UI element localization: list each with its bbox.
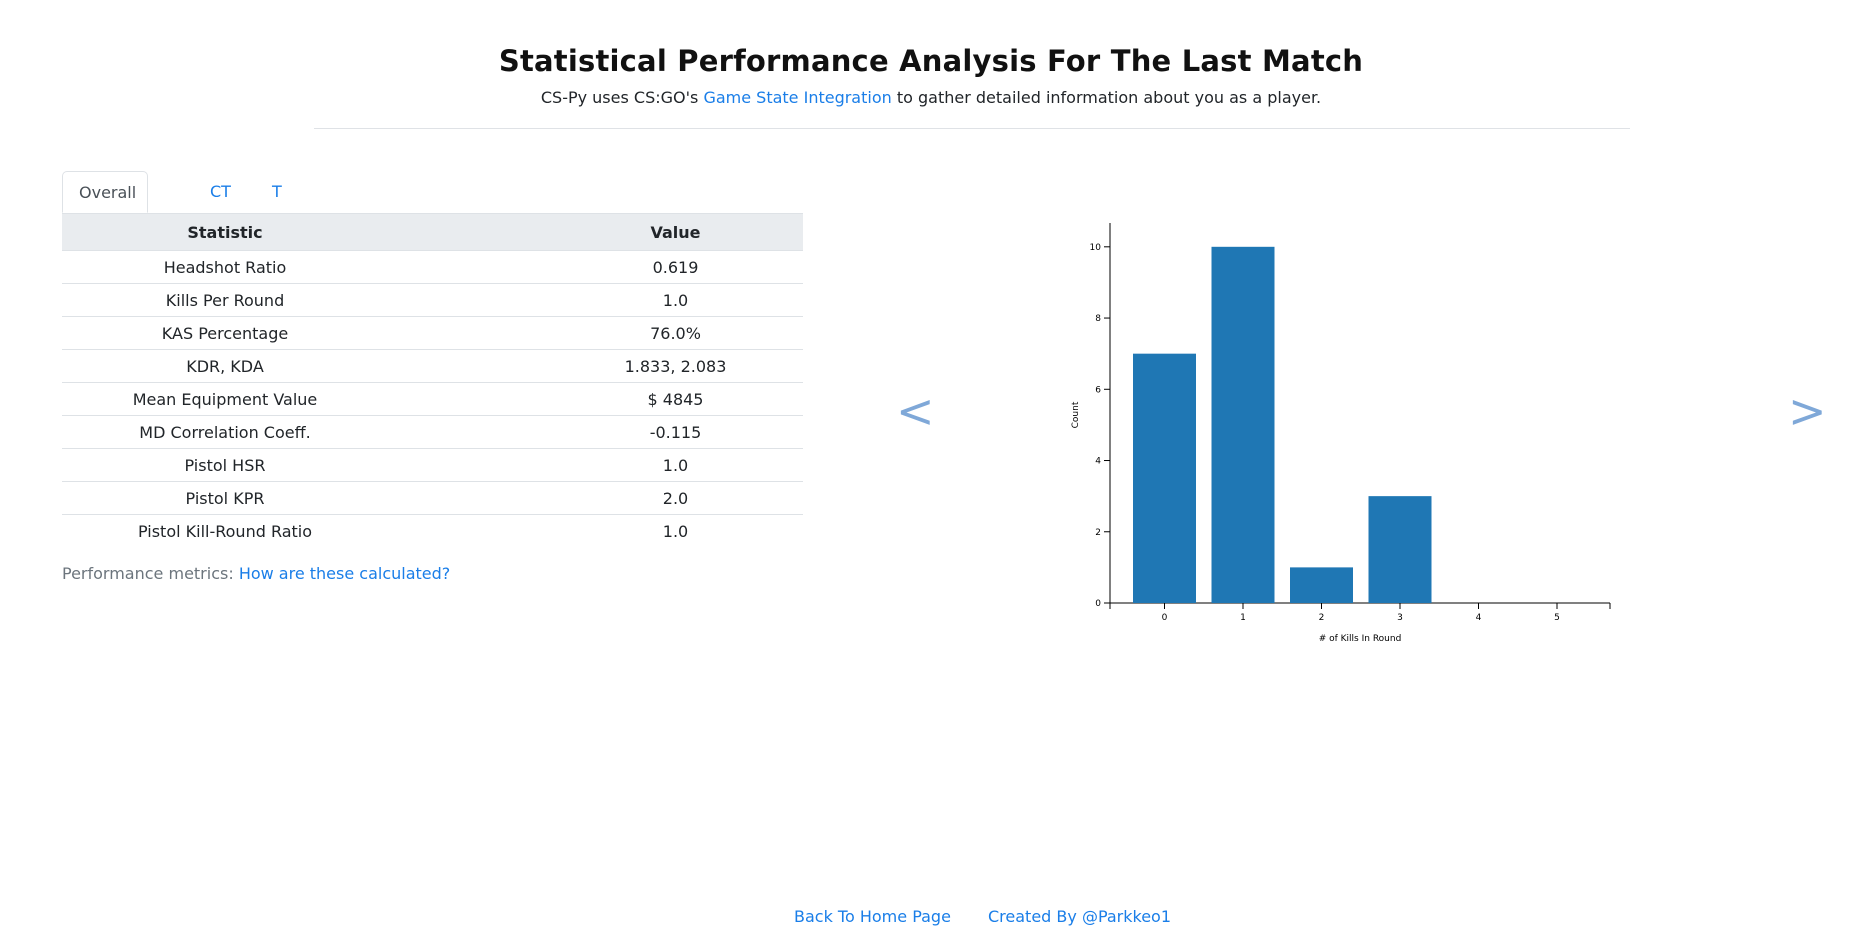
- y-tick-label: 4: [1095, 457, 1101, 467]
- x-tick-label: 1: [1240, 613, 1246, 623]
- x-tick-label: 3: [1397, 613, 1403, 623]
- x-tick-label: 2: [1319, 613, 1325, 623]
- chart-bar: [1368, 496, 1432, 603]
- chart-bar: [1211, 246, 1275, 604]
- stat-value-cell: 1.0: [548, 283, 803, 317]
- metrics-label: Performance metrics:: [62, 564, 239, 583]
- kills-per-round-chart: 0 2 4 6 8 10 0 1 2 3 4 5 # of Kills In Round Count: [1071, 223, 1611, 644]
- x-tick-label: 4: [1476, 613, 1482, 623]
- stat-name-cell: Pistol HSR: [62, 448, 548, 482]
- stat-value-cell: -0.115: [548, 415, 803, 449]
- chart-bar: [1133, 353, 1196, 603]
- page-subtitle: CS-Py uses CS:GO's Game State Integratio…: [0, 88, 1862, 107]
- table-row: Kills Per Round 1.0: [62, 283, 803, 317]
- subtitle-text-post: to gather detailed information about you…: [891, 88, 1322, 107]
- stat-value-cell: 1.0: [548, 514, 803, 547]
- stat-name-cell: KDR, KDA: [62, 349, 548, 383]
- created-by-link[interactable]: Created By @Parkkeo1: [988, 907, 1172, 926]
- back-to-home-link[interactable]: Back To Home Page: [794, 907, 951, 926]
- y-tick-label: 8: [1095, 314, 1101, 324]
- y-tick-label: 10: [1090, 243, 1102, 253]
- page-title: Statistical Performance Analysis For The…: [498, 44, 1364, 78]
- chart-bar: [1290, 567, 1353, 603]
- stat-name-cell: KAS Percentage: [62, 316, 548, 350]
- table-row: Mean Equipment Value $ 4845: [62, 382, 803, 416]
- table-row: Pistol KPR 2.0: [62, 481, 803, 515]
- stat-value-cell: 1.833, 2.083: [548, 349, 803, 383]
- carousel-next-arrow[interactable]: >: [1788, 384, 1827, 438]
- metrics-note: Performance metrics: How are these calcu…: [62, 564, 450, 583]
- stat-name-cell: Mean Equipment Value: [62, 382, 548, 416]
- tab-overall[interactable]: Overall: [62, 171, 148, 213]
- side-tabs: Overall CT T: [62, 171, 802, 213]
- subtitle-text-pre: CS-Py uses CS:GO's: [540, 88, 704, 107]
- table-row: Pistol Kill-Round Ratio 1.0: [62, 514, 803, 547]
- tab-t[interactable]: T: [272, 182, 282, 201]
- table-row: Headshot Ratio 0.619: [62, 250, 803, 284]
- y-tick-label: 0: [1095, 599, 1101, 609]
- stat-value-cell: 76.0%: [548, 316, 803, 350]
- y-axis-label: Count: [1071, 401, 1081, 428]
- x-axis-label: # of Kills In Round: [1319, 634, 1402, 644]
- table-row: MD Correlation Coeff. -0.115: [62, 415, 803, 449]
- stat-value-cell: 2.0: [548, 481, 803, 515]
- table-row: KDR, KDA 1.833, 2.083: [62, 349, 803, 383]
- table-row: Pistol HSR 1.0: [62, 448, 803, 482]
- stat-name-cell: Kills Per Round: [62, 283, 548, 317]
- stat-name-cell: MD Correlation Coeff.: [62, 415, 548, 449]
- table-header-row: Statistic Value: [62, 213, 803, 251]
- stat-value-cell: 0.619: [548, 250, 803, 284]
- column-header-value: Value: [548, 213, 803, 251]
- page-header: Statistical Performance Analysis For The…: [0, 44, 1862, 107]
- y-tick-label: 2: [1095, 528, 1101, 538]
- column-header-statistic: Statistic: [62, 213, 548, 251]
- stat-value-cell: $ 4845: [548, 382, 803, 416]
- metrics-calculation-link[interactable]: How are these calculated?: [238, 564, 451, 583]
- x-tick-label: 0: [1162, 613, 1168, 623]
- game-state-integration-link[interactable]: Game State Integration: [703, 88, 892, 107]
- stat-name-cell: Pistol Kill-Round Ratio: [62, 514, 548, 547]
- table-row: KAS Percentage 76.0%: [62, 316, 803, 350]
- x-tick-label: 5: [1554, 613, 1560, 623]
- tab-ct[interactable]: CT: [210, 182, 231, 201]
- header-divider: [314, 128, 1630, 129]
- carousel-prev-arrow[interactable]: <: [896, 384, 935, 438]
- stat-name-cell: Headshot Ratio: [62, 250, 548, 284]
- y-tick-label: 6: [1095, 385, 1101, 395]
- stat-name-cell: Pistol KPR: [62, 481, 548, 515]
- stats-table: Statistic Value Headshot Ratio 0.619 Kills…: [62, 213, 803, 547]
- stat-value-cell: 1.0: [548, 448, 803, 482]
